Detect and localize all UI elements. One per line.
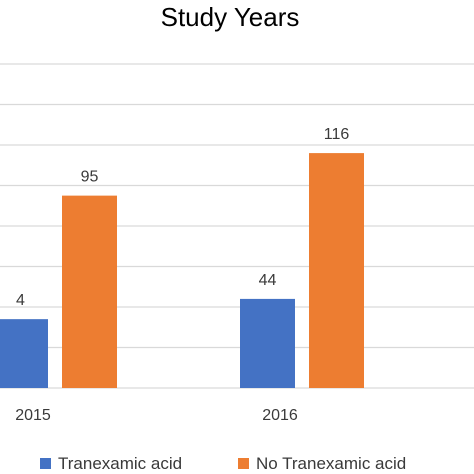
bar-tranexamic-acid-2015 bbox=[0, 319, 48, 388]
chart-title: Study Years bbox=[161, 2, 300, 32]
bar-no-tranexamic-acid-2015 bbox=[62, 195, 117, 388]
legend: Tranexamic acid No Tranexamic acid bbox=[40, 454, 406, 473]
data-label: 4 bbox=[16, 292, 25, 309]
x-tick-label: 2016 bbox=[262, 407, 298, 424]
legend-swatch bbox=[238, 458, 249, 469]
data-label: 44 bbox=[259, 272, 277, 289]
legend-swatch bbox=[40, 458, 51, 469]
data-label: 116 bbox=[324, 126, 350, 143]
bars bbox=[0, 153, 364, 388]
x-tick-label: 2015 bbox=[15, 407, 51, 424]
bar-tranexamic-acid-2016 bbox=[240, 298, 295, 388]
x-axis-tick-labels: 2015 2016 bbox=[15, 407, 298, 424]
legend-label: Tranexamic acid bbox=[58, 454, 182, 473]
data-label: 95 bbox=[81, 169, 99, 186]
legend-label: No Tranexamic acid bbox=[256, 454, 406, 473]
bar-no-tranexamic-acid-2016 bbox=[309, 153, 364, 388]
